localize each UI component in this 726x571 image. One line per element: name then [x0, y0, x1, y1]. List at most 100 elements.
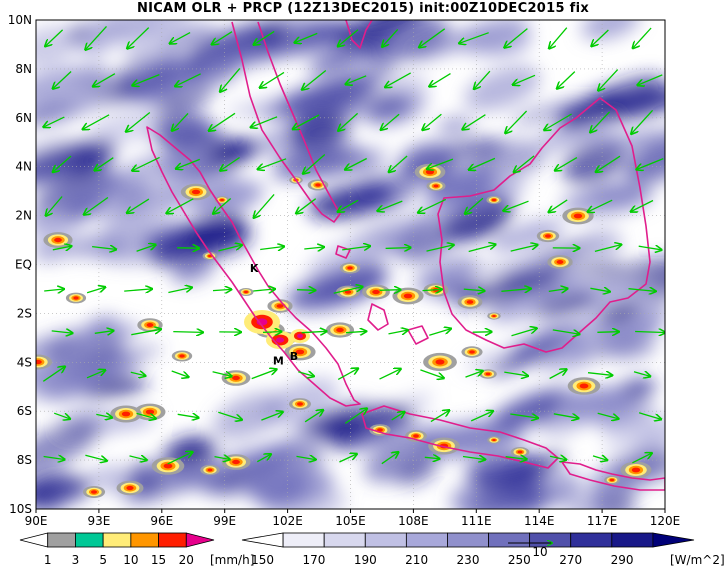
lat-tick-label: 10S: [9, 502, 32, 516]
precip-cell-intense: [466, 300, 474, 304]
wind-arrow: [127, 198, 150, 213]
olr-cloud-blob: [101, 190, 192, 234]
olr-cloud-blob: [36, 475, 94, 507]
olr-cloud-blob: [599, 303, 642, 323]
olr-cloud-blob: [192, 40, 269, 73]
olr-cloud-blob: [565, 489, 613, 509]
precip-cell-intense: [73, 296, 79, 300]
olr-cloud-blob: [601, 416, 665, 438]
wind-arrow: [220, 67, 241, 91]
precip-cell-intense: [276, 304, 284, 308]
wind-arrow: [333, 287, 363, 294]
olr-cloud-blob: [271, 150, 378, 180]
wind-arrow: [501, 289, 530, 292]
olr-cloud-blob: [586, 302, 665, 336]
wind-arrow: [302, 69, 327, 90]
wind-arrow: [296, 198, 317, 214]
wind-arrow: [419, 28, 446, 47]
wind-arrow: [548, 289, 567, 292]
wind-arrow: [136, 412, 156, 418]
place-marker-label: M: [273, 355, 284, 368]
wind-arrow: [167, 452, 193, 465]
lat-tick-label: 4N: [15, 160, 32, 174]
wind-arrow: [176, 158, 201, 168]
wind-arrow: [86, 25, 107, 49]
precip-cell-intense: [207, 468, 213, 472]
precip-cell-intense: [403, 293, 413, 299]
wind-arrow: [338, 112, 359, 130]
wind-arrow: [426, 245, 454, 252]
olr-cloud-blob: [510, 99, 587, 125]
wind-arrow: [549, 27, 568, 49]
wind-arrow: [638, 246, 662, 250]
wind-arrow: [638, 74, 663, 85]
wind-reference-label: 10: [532, 545, 547, 559]
lon-tick-label: 117E: [587, 514, 618, 528]
precip-colorbar-swatch: [19, 532, 49, 548]
wind-arrow: [588, 199, 613, 212]
wind-arrow: [304, 410, 323, 423]
olr-cloud-blob: [598, 316, 665, 353]
precip-cell-intense: [556, 260, 564, 264]
wind-arrow: [262, 332, 281, 333]
wind-arrow: [549, 370, 567, 380]
wind-arrow: [587, 373, 612, 376]
wind-arrow: [44, 116, 65, 127]
precip-cell-intense: [295, 349, 305, 355]
wind-vectors: [43, 25, 665, 465]
precip-colorbar-label: 3: [72, 553, 80, 567]
wind-arrow: [212, 289, 231, 290]
wind-arrow: [427, 158, 454, 169]
wind-arrow: [86, 370, 105, 379]
olr-cloud-blob: [487, 269, 588, 324]
wind-arrow: [557, 71, 576, 89]
wind-arrow: [126, 111, 151, 132]
place-markers: K M B: [250, 262, 298, 368]
wind-arrow: [379, 369, 401, 380]
precip-cell-intense: [179, 354, 185, 358]
wind-arrow: [342, 246, 370, 250]
wind-arrow: [510, 245, 538, 252]
olr-colorbar-swatch: [364, 532, 407, 548]
precip-cell-intense: [433, 184, 439, 188]
wind-arrow: [597, 332, 618, 333]
wind-arrow: [93, 73, 116, 87]
place-marker-label: B: [290, 350, 298, 363]
map-grid: [36, 20, 665, 509]
wind-arrow: [511, 328, 537, 337]
wind-arrow: [256, 454, 270, 463]
wind-arrow: [51, 331, 73, 333]
wind-arrow: [303, 154, 326, 174]
wind-arrow: [549, 199, 568, 212]
precip-cell-intense: [377, 428, 383, 432]
olr-cloud-blob: [347, 148, 389, 175]
olr-cloud-blob: [212, 392, 287, 440]
precip-cell-intense: [347, 266, 353, 270]
wind-arrow: [429, 329, 450, 336]
wind-arrow: [468, 245, 496, 253]
wind-arrow: [45, 29, 64, 46]
wind-arrow: [338, 199, 359, 211]
wind-arrow: [633, 27, 652, 48]
precip-cell-intense: [344, 290, 352, 294]
precip-cell-intense: [609, 478, 615, 482]
precip-colorbar-swatch: [185, 532, 215, 548]
olr-colorbar-swatch: [323, 532, 366, 548]
precip-cell-intense: [492, 439, 496, 441]
precip-colorbar-label: 10: [123, 553, 138, 567]
precip-cell-intense: [469, 350, 475, 354]
lat-tick-label: 4S: [17, 355, 32, 369]
wind-arrow: [590, 288, 609, 291]
wind-arrow: [298, 372, 313, 376]
lon-tick-label: 93E: [87, 514, 110, 528]
wind-arrow: [382, 28, 399, 46]
wind-arrow: [83, 114, 110, 129]
wind-arrow: [131, 329, 160, 336]
olr-cloud-blob: [36, 87, 101, 122]
wind-arrow: [465, 197, 484, 213]
lat-tick-label: EQ: [15, 258, 32, 272]
olr-cloud-blob: [599, 403, 657, 430]
wind-arrow: [389, 155, 408, 172]
wind-arrow: [304, 247, 323, 249]
wind-arrow: [632, 453, 651, 464]
